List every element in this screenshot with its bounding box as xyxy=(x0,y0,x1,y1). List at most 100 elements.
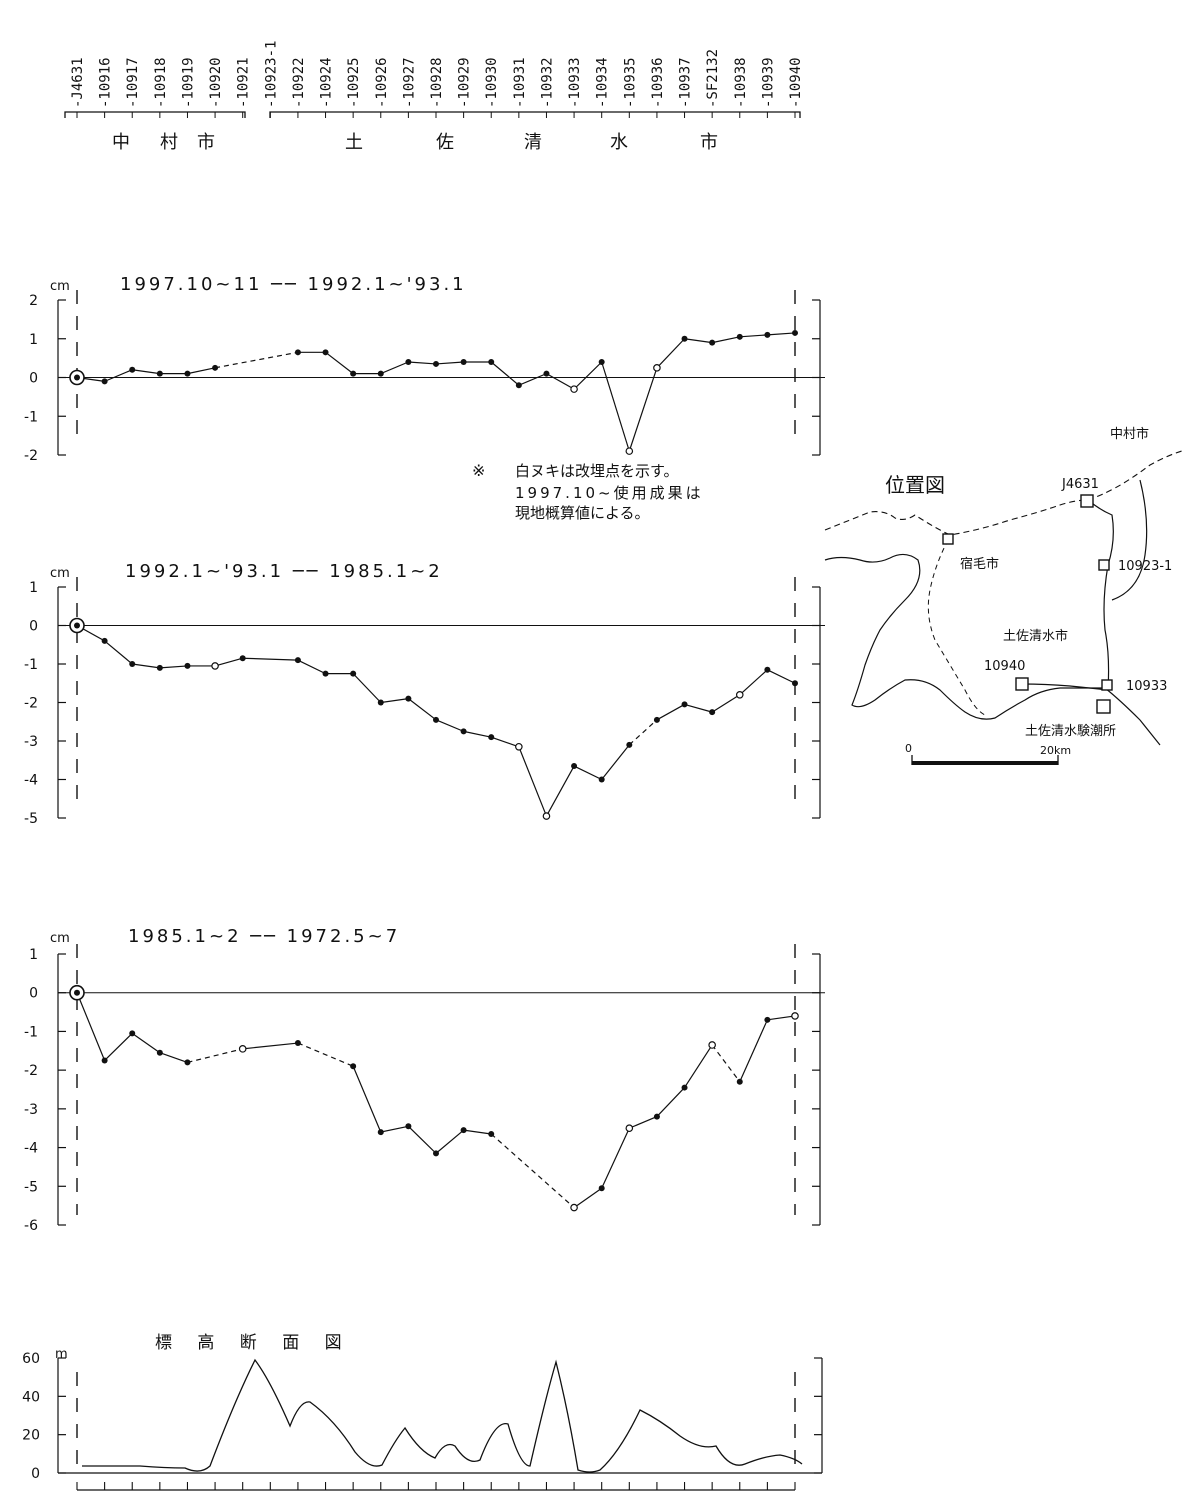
map-label-tide-station: 土佐清水験潮所 xyxy=(1025,724,1116,739)
series-segment xyxy=(601,361,630,452)
data-point xyxy=(792,680,798,687)
city-char: 村 xyxy=(160,132,178,153)
station-label: -10933 xyxy=(567,57,583,108)
map-label-10933: 10933 xyxy=(1126,679,1167,694)
data-point xyxy=(239,655,246,662)
series-segment xyxy=(463,730,492,738)
map-marker-10923-1 xyxy=(1098,559,1110,571)
note-line3: 現地概算値による。 xyxy=(515,504,650,522)
map-marker-tide-station xyxy=(1096,699,1111,714)
series-segment xyxy=(711,694,741,713)
data-point xyxy=(488,359,495,365)
station-label: -10920 xyxy=(208,57,224,108)
series-segment xyxy=(684,703,713,713)
y-tick-label: 0 xyxy=(29,371,38,387)
data-point xyxy=(460,359,467,365)
series-segment xyxy=(628,367,658,452)
map-marker-j4631 xyxy=(1080,494,1094,508)
series-segment xyxy=(380,698,409,704)
data-point xyxy=(792,329,798,336)
station-label: -10925 xyxy=(346,57,362,108)
data-point xyxy=(433,716,439,723)
data-point xyxy=(322,349,329,356)
station-label: -10922 xyxy=(291,57,307,108)
series-segment xyxy=(159,1052,188,1063)
series-segment xyxy=(187,1048,243,1063)
station-label: -10929 xyxy=(457,57,473,108)
series-segment xyxy=(187,367,216,375)
y-tick-label: -3 xyxy=(24,734,38,750)
data-point-open xyxy=(625,447,634,455)
elev-tick-label: 20 xyxy=(22,1428,40,1444)
data-point xyxy=(736,333,743,340)
data-point xyxy=(156,370,163,377)
data-point xyxy=(764,1016,771,1023)
map-label-10940: 10940 xyxy=(984,659,1025,674)
series-segment xyxy=(573,765,602,781)
y-tick-label: -4 xyxy=(24,773,38,789)
series-segment xyxy=(546,373,575,390)
note-line2: 1997.10~使用成果は xyxy=(515,484,704,502)
data-point-open xyxy=(542,812,551,820)
series-segment xyxy=(573,361,603,390)
data-point xyxy=(653,1113,660,1120)
series-segment xyxy=(435,719,464,732)
city-char: 佐 xyxy=(436,132,454,153)
data-point xyxy=(598,1185,605,1192)
station-label-row: -J4631 -10916 -10917 -10918 -10919 -10920 -109… xyxy=(70,41,804,108)
data-point xyxy=(212,364,219,371)
city-char: 清 xyxy=(524,132,542,153)
series-segment xyxy=(629,1116,658,1129)
station-label: -10924 xyxy=(319,57,335,108)
station-label: -10917 xyxy=(125,57,141,108)
data-point xyxy=(129,661,136,667)
note-line1: 白ヌキは改埋点を示す。 xyxy=(515,462,679,480)
data-point xyxy=(377,1129,384,1136)
city-char: 中 xyxy=(112,132,130,153)
station-label: -10930 xyxy=(484,57,500,108)
y-tick-label: -1 xyxy=(24,409,38,425)
map-marker-sukumo xyxy=(942,533,954,545)
y-tick-label: -5 xyxy=(24,1179,38,1195)
series-segment xyxy=(104,640,133,665)
scale-label-0: 0 xyxy=(905,742,912,755)
header-bracket-tosashimizu xyxy=(269,111,801,118)
map-label-tosashimizu: 土佐清水市 xyxy=(1003,628,1068,644)
series-segment xyxy=(104,1032,133,1061)
data-point xyxy=(460,728,467,735)
city-char: 市 xyxy=(197,132,215,153)
station-label: -10927 xyxy=(401,57,417,108)
series-segment xyxy=(490,361,520,386)
header-ticks xyxy=(76,112,796,118)
data-point xyxy=(460,1127,467,1134)
y-tick-label: -2 xyxy=(24,448,38,464)
data-point xyxy=(405,1123,412,1130)
map-inner-boundary xyxy=(927,539,986,716)
city-label-nakamura: 中 村 市 xyxy=(112,132,215,153)
data-point xyxy=(736,1078,743,1085)
series-segment xyxy=(656,703,685,721)
data-point xyxy=(433,360,439,367)
chart-unit: cm xyxy=(50,566,70,581)
y-tick-label: 0 xyxy=(29,619,38,635)
station-label: -10916 xyxy=(98,57,114,108)
series-segment xyxy=(656,338,685,369)
series-segment xyxy=(573,1187,603,1209)
series-segment xyxy=(380,1125,409,1133)
y-tick-label: 1 xyxy=(29,947,38,963)
data-point xyxy=(101,1057,108,1064)
data-point xyxy=(377,699,384,706)
data-point-open xyxy=(211,662,219,670)
data-point xyxy=(709,709,716,716)
station-label: -10919 xyxy=(180,57,196,108)
series-segment xyxy=(739,1019,768,1083)
y-tick-label: -1 xyxy=(24,1024,38,1040)
series-segment xyxy=(463,1129,492,1135)
note-block: ※ 白ヌキは改埋点を示す。 1997.10~使用成果は 現地概算値による。 xyxy=(472,461,704,522)
data-point-open xyxy=(570,385,578,393)
chart-1997-1992: 1997.10~11 ── 1992.1~'93.1 cm 2 1 0 -1 -2 xyxy=(24,274,825,464)
series-segment xyxy=(767,332,796,336)
data-point xyxy=(74,374,80,381)
map-label-j4631: J4631 xyxy=(1061,477,1099,492)
series-segment xyxy=(435,1129,465,1154)
